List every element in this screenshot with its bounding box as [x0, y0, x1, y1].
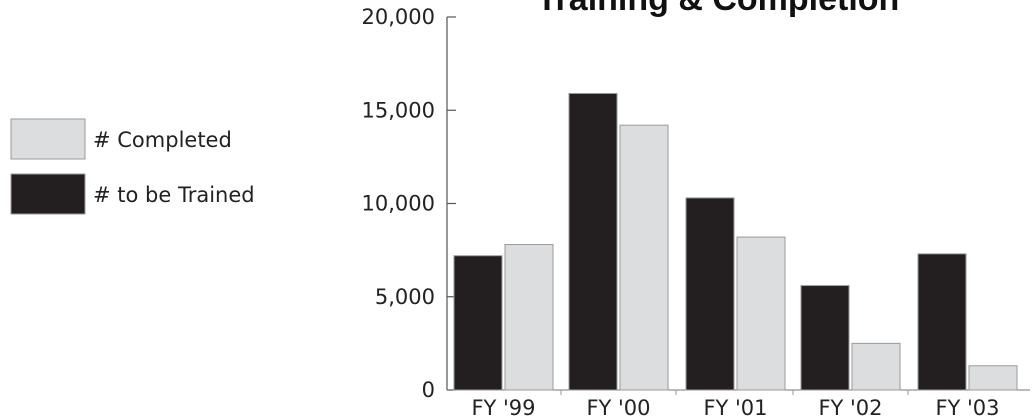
legend-label-to-be-trained: # to be Trained — [93, 183, 255, 207]
bars — [453, 92, 1018, 391]
x-tick-label: FY '02 — [818, 396, 882, 418]
bar-completed — [619, 124, 669, 391]
legend: # Completed # to be Trained — [10, 118, 255, 215]
x-tick-label: FY '03 — [935, 396, 999, 418]
y-tick-label: 15,000 — [362, 98, 435, 122]
bar-completed — [968, 365, 1018, 391]
chart-title: Training & Completion — [537, 0, 900, 18]
legend-swatch-to-be-trained — [10, 173, 86, 215]
legend-label-completed: # Completed — [93, 128, 232, 152]
bar-to-be-trained — [917, 253, 967, 391]
y-tick-label: 10,000 — [362, 192, 435, 216]
bar-to-be-trained — [685, 197, 735, 391]
bar-to-be-trained — [800, 285, 850, 391]
x-tick-label: FY '99 — [471, 396, 535, 418]
bar-completed — [851, 342, 901, 391]
y-tick-label: 0 — [422, 378, 435, 402]
bar-to-be-trained — [568, 92, 618, 391]
legend-swatch-completed — [10, 118, 86, 160]
y-tick-label: 5,000 — [375, 285, 435, 309]
bar-completed — [736, 236, 786, 391]
bar-completed — [504, 244, 554, 391]
axis-labels: 0 5,000 10,000 15,000 20,000 FY '99 FY '00 FY '… — [362, 5, 1000, 418]
bar-to-be-trained — [453, 255, 503, 391]
x-tick-label: FY '01 — [703, 396, 767, 418]
y-tick-label: 20,000 — [362, 5, 435, 29]
x-tick-label: FY '00 — [586, 396, 650, 418]
